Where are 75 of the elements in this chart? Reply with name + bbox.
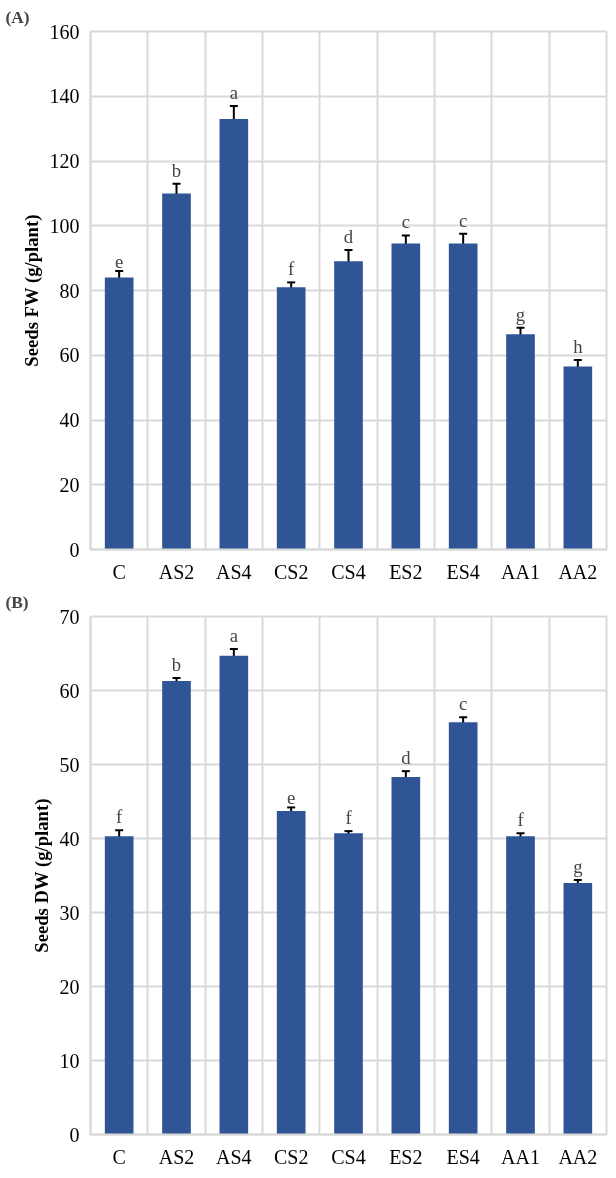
y-tick-label: 160 xyxy=(49,20,80,43)
annotation: c xyxy=(459,209,468,231)
bar xyxy=(391,777,421,1135)
y-tick-label: 10 xyxy=(59,1049,80,1072)
annotation: g xyxy=(573,855,583,877)
annotation: f xyxy=(116,806,124,828)
x-tick-label: AA1 xyxy=(501,560,540,583)
y-tick-label: 30 xyxy=(59,901,80,924)
bar xyxy=(162,193,191,550)
y-tick-label: 70 xyxy=(59,605,80,628)
bar xyxy=(448,722,478,1135)
y-tick-label: 120 xyxy=(49,150,80,172)
bar xyxy=(391,243,421,550)
bar xyxy=(276,287,306,550)
bar xyxy=(276,811,306,1135)
y-axis-title: Seeds FW (g/plant) xyxy=(20,214,43,367)
annotation: a xyxy=(229,81,239,103)
y-tick-label: 40 xyxy=(59,409,80,431)
y-tick-label: 50 xyxy=(59,753,80,776)
bar xyxy=(219,655,249,1135)
y-tick-label: 0 xyxy=(69,538,80,561)
y-tick-label: 60 xyxy=(59,344,80,367)
bar xyxy=(219,118,249,550)
annotation: e xyxy=(287,787,296,809)
bar xyxy=(563,366,593,550)
x-tick-label: CS2 xyxy=(273,560,309,583)
bar xyxy=(162,680,191,1135)
x-tick-label: CS4 xyxy=(331,560,366,583)
y-axis-title: Seeds DW (g/plant) xyxy=(30,798,53,953)
chart-title: (B) xyxy=(5,592,29,612)
y-tick-label: 60 xyxy=(59,679,80,702)
annotation: c xyxy=(459,693,468,715)
annotation: a xyxy=(229,625,239,647)
y-tick-label: 140 xyxy=(49,85,80,108)
x-tick-label: AA2 xyxy=(558,1145,598,1168)
x-tick-label: AS4 xyxy=(216,560,252,583)
annotation: d xyxy=(401,747,412,769)
x-tick-label: AS2 xyxy=(158,560,195,583)
x-tick-label: AS2 xyxy=(158,1145,195,1168)
annotation: f xyxy=(345,807,353,829)
x-tick-label: ES4 xyxy=(446,560,480,583)
x-tick-label: C xyxy=(112,1145,126,1168)
y-tick-label: 0 xyxy=(69,1123,80,1146)
annotation: e xyxy=(115,251,124,273)
x-tick-label: ES2 xyxy=(389,560,423,583)
annotation: b xyxy=(171,653,182,675)
y-tick-label: 40 xyxy=(59,827,80,850)
y-tick-label: 20 xyxy=(59,975,80,998)
x-tick-label: ES4 xyxy=(446,1145,480,1168)
bar xyxy=(334,261,363,550)
x-tick-label: CS2 xyxy=(273,1145,309,1168)
bar xyxy=(506,836,535,1135)
x-tick-label: CS4 xyxy=(331,1145,366,1168)
y-tick-label: 80 xyxy=(59,279,80,302)
annotation: d xyxy=(343,226,354,248)
chart-title: (A) xyxy=(5,7,30,27)
bar xyxy=(104,836,134,1135)
bar xyxy=(563,882,593,1135)
annotation: f xyxy=(288,258,296,280)
bar xyxy=(334,833,363,1135)
annotation: c xyxy=(401,211,410,233)
bar xyxy=(448,243,478,550)
y-tick-label: 20 xyxy=(59,473,80,496)
annotation: h xyxy=(573,336,584,358)
x-tick-label: AA2 xyxy=(558,560,598,583)
annotation: f xyxy=(517,809,525,831)
y-tick-label: 100 xyxy=(49,214,80,237)
x-tick-label: C xyxy=(112,560,126,583)
annotation: g xyxy=(515,303,526,325)
bar xyxy=(506,334,535,550)
annotation: b xyxy=(171,159,182,181)
x-tick-label: AS4 xyxy=(216,1145,252,1168)
bar xyxy=(104,277,134,550)
x-tick-label: AA1 xyxy=(501,1145,540,1168)
x-tick-label: ES2 xyxy=(389,1145,423,1168)
